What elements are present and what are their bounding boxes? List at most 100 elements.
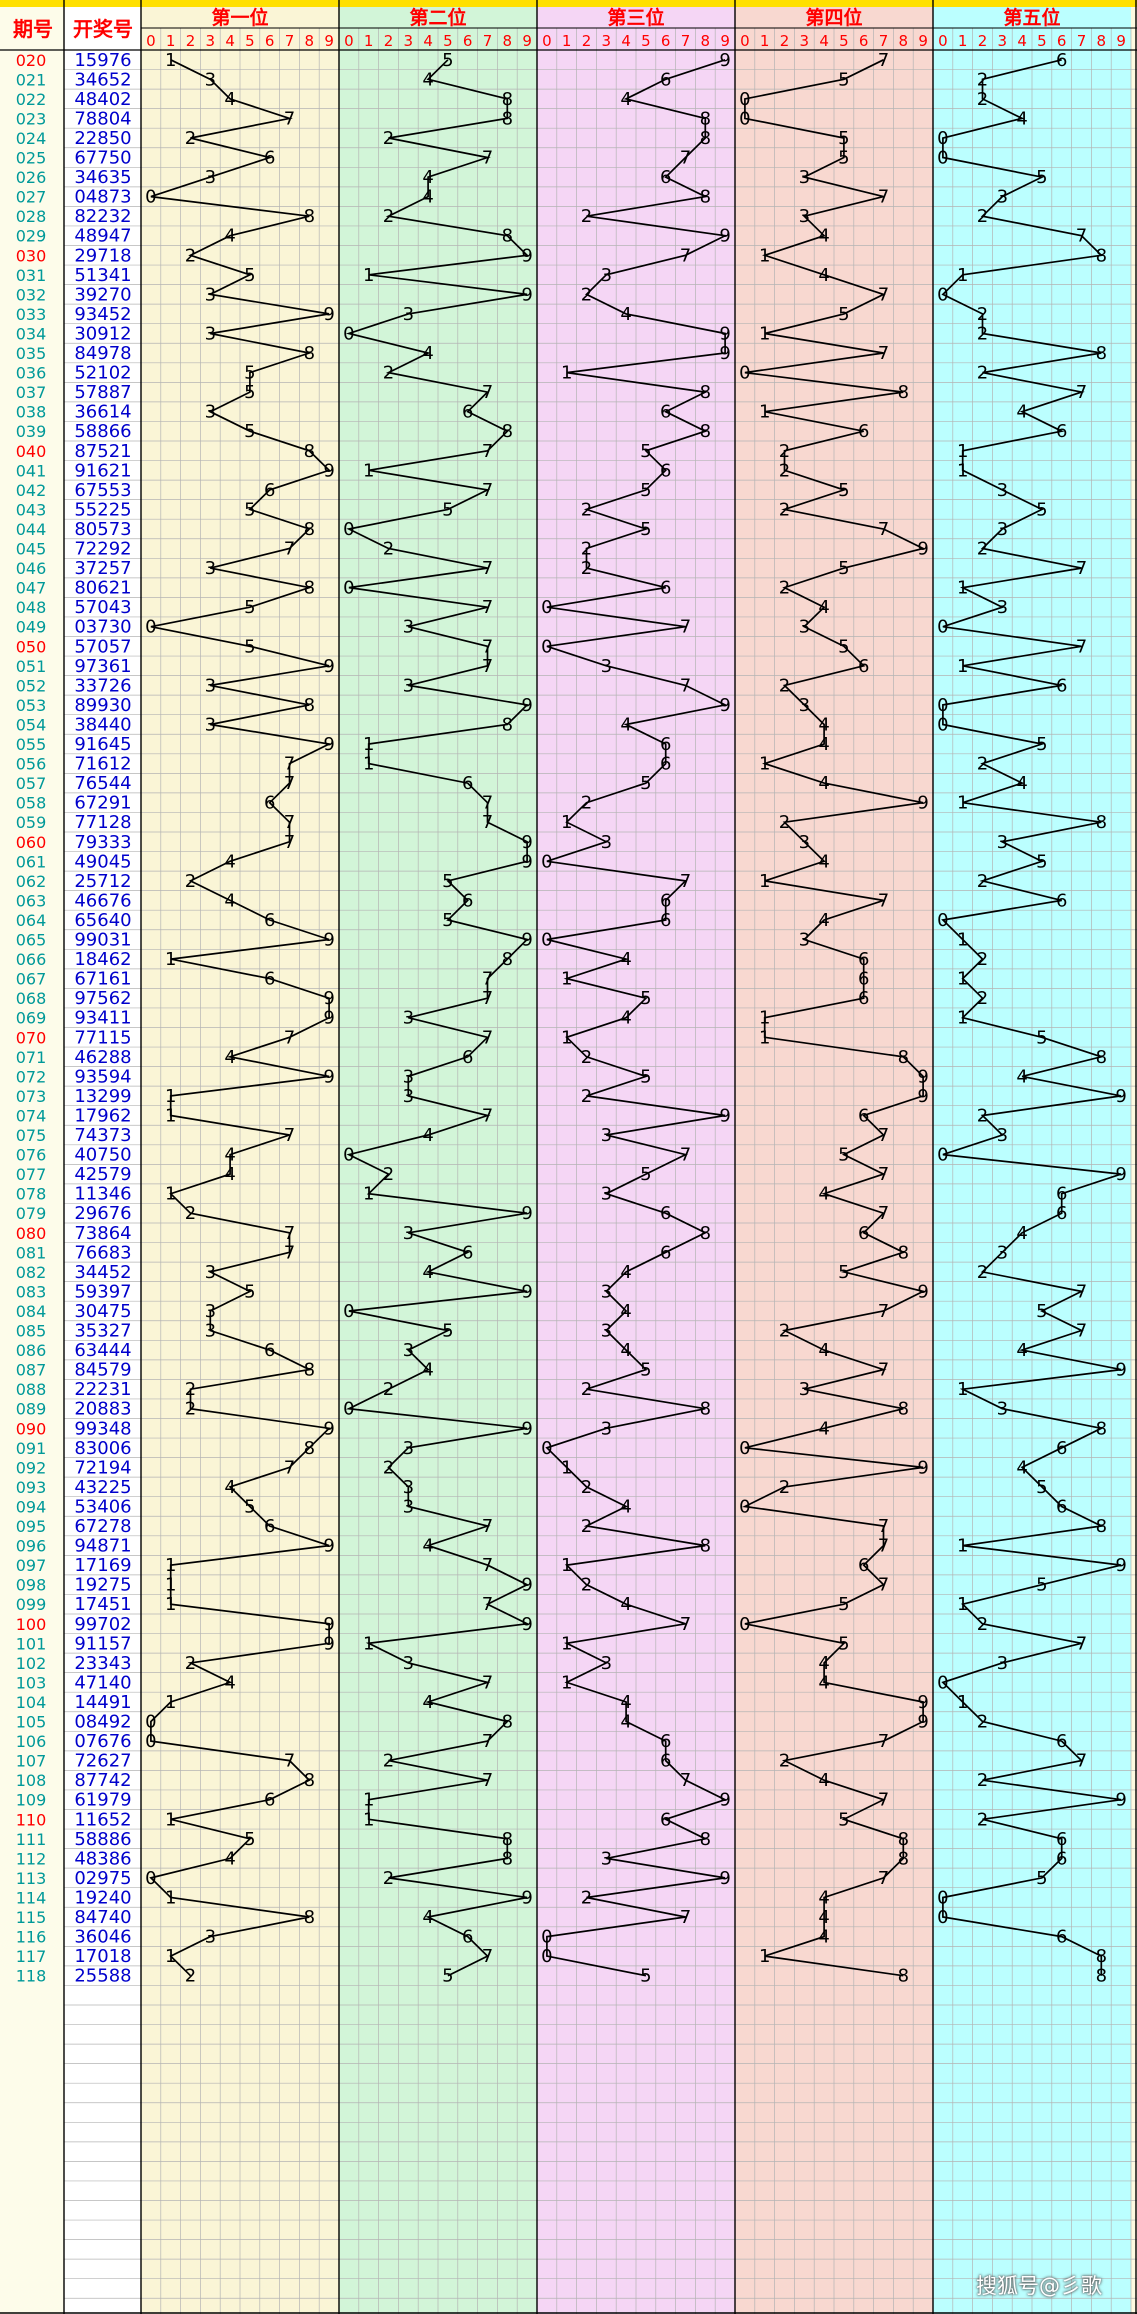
trend-digit: 5 — [838, 69, 849, 90]
trend-digit: 8 — [700, 382, 711, 403]
trend-digit: 0 — [739, 1496, 750, 1517]
trend-line-2 — [345, 59, 531, 1977]
trend-digit: 3 — [601, 1653, 612, 1674]
draw-number: 19240 — [74, 1887, 131, 1908]
trend-digit: 9 — [719, 1105, 730, 1126]
trend-digit: 7 — [284, 1751, 295, 1772]
trend-digit: 4 — [620, 89, 631, 110]
trend-digit: 9 — [521, 1281, 532, 1302]
trend-digit: 9 — [323, 1066, 334, 1087]
trend-digit: 0 — [343, 1145, 354, 1166]
trend-digit: 2 — [779, 499, 790, 520]
trend-digit: 4 — [422, 187, 433, 208]
digit-header-5-8: 8 — [1097, 32, 1107, 50]
trend-digit: 1 — [561, 1555, 572, 1576]
draw-number: 87742 — [74, 1770, 131, 1791]
trend-digit: 1 — [165, 50, 176, 71]
period-label: 086 — [16, 1341, 47, 1360]
trend-digit: 2 — [977, 89, 988, 110]
trend-digit: 5 — [442, 1321, 453, 1342]
trend-digit: 0 — [541, 636, 552, 657]
period-label: 099 — [16, 1595, 47, 1614]
trend-digit: 7 — [482, 969, 493, 990]
trend-digit: 3 — [601, 1125, 612, 1146]
trend-digit: 7 — [482, 441, 493, 462]
trend-digit: 9 — [917, 539, 928, 560]
trend-digit: 5 — [442, 871, 453, 892]
trend-digit: 9 — [719, 50, 730, 71]
period-label: 097 — [16, 1556, 47, 1575]
position-title-5: 第五位 — [1003, 6, 1060, 29]
trend-digit: 2 — [977, 206, 988, 227]
trend-digit: 9 — [917, 1692, 928, 1713]
trend-digit: 8 — [1096, 245, 1107, 266]
trend-digit: 3 — [997, 597, 1008, 618]
trend-digit: 9 — [521, 1575, 532, 1596]
draw-number: 97562 — [74, 988, 131, 1009]
draw-number: 94871 — [74, 1536, 131, 1557]
trend-digit: 7 — [482, 480, 493, 501]
digit-header-2-1: 1 — [364, 32, 374, 50]
period-label: 055 — [16, 735, 47, 754]
draw-number: 67553 — [74, 480, 131, 501]
trend-digit: 5 — [640, 1164, 651, 1185]
trend-digit: 1 — [957, 1536, 968, 1557]
trend-digit: 1 — [165, 1575, 176, 1596]
trend-digit: 7 — [482, 812, 493, 833]
period-label: 115 — [16, 1908, 47, 1927]
trend-digit: 6 — [858, 988, 869, 1009]
draw-number: 91157 — [74, 1633, 131, 1654]
digit-header-5-0: 0 — [938, 32, 948, 50]
period-label: 102 — [16, 1654, 47, 1673]
draw-number: 78804 — [74, 108, 131, 129]
trend-digit: 9 — [323, 656, 334, 677]
draw-number: 17962 — [74, 1105, 131, 1126]
trend-digit: 8 — [304, 1770, 315, 1791]
draw-number: 34452 — [74, 1262, 131, 1283]
trend-digit: 2 — [581, 1516, 592, 1537]
trend-digit: 2 — [779, 441, 790, 462]
trend-digit: 3 — [997, 832, 1008, 853]
trend-digit: 3 — [403, 1477, 414, 1498]
draw-number: 30912 — [74, 323, 131, 344]
period-label: 092 — [16, 1458, 47, 1477]
trend-digit: 1 — [165, 949, 176, 970]
draw-number: 04873 — [74, 187, 131, 208]
trend-digit: 9 — [1115, 1360, 1126, 1381]
trend-digit: 5 — [838, 480, 849, 501]
draw-number: 71612 — [74, 754, 131, 775]
trend-digit: 8 — [898, 1966, 909, 1987]
trend-digit: 6 — [660, 402, 671, 423]
trend-digit: 6 — [264, 793, 275, 814]
trend-digit: 7 — [1076, 226, 1087, 247]
trend-digit: 1 — [759, 323, 770, 344]
trend-digit: 0 — [937, 1145, 948, 1166]
trend-digit: 3 — [403, 1653, 414, 1674]
digit-header-1-4: 4 — [225, 32, 235, 50]
trend-digit: 8 — [898, 1047, 909, 1068]
trend-digit: 9 — [323, 460, 334, 481]
period-label: 103 — [16, 1673, 47, 1692]
period-label: 101 — [16, 1634, 47, 1653]
draw-number: 29718 — [74, 245, 131, 266]
period-label: 106 — [16, 1732, 47, 1751]
draw-number: 93411 — [74, 1008, 131, 1029]
trend-digit: 2 — [977, 1105, 988, 1126]
trend-digit: 4 — [620, 1594, 631, 1615]
trend-digit: 3 — [601, 1184, 612, 1205]
trend-digit: 6 — [1056, 50, 1067, 71]
trend-digit: 0 — [343, 1399, 354, 1420]
trend-digit: 2 — [977, 1614, 988, 1635]
draw-number: 36046 — [74, 1927, 131, 1948]
period-label: 030 — [16, 246, 47, 265]
trend-digit: 5 — [244, 363, 255, 384]
trend-digit: 6 — [660, 1751, 671, 1772]
trend-digit: 4 — [224, 1848, 235, 1869]
period-label: 031 — [16, 266, 47, 285]
trend-digit: 3 — [601, 1281, 612, 1302]
trend-digit: 9 — [719, 1868, 730, 1889]
trend-digit: 4 — [620, 304, 631, 325]
top-border — [0, 0, 1137, 7]
trend-digit: 8 — [898, 382, 909, 403]
